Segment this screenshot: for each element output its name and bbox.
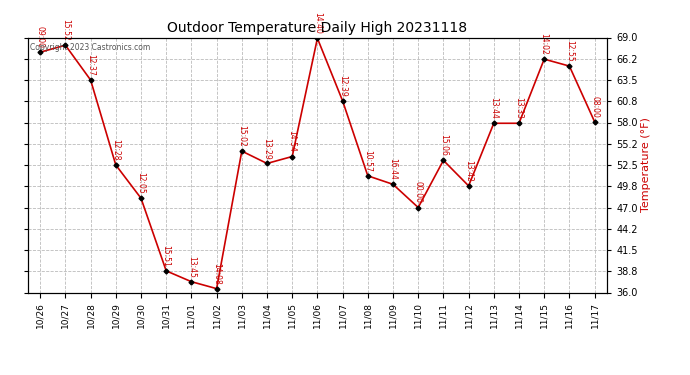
Text: 14:02: 14:02 [540, 33, 549, 55]
Text: 14:08: 14:08 [212, 263, 221, 285]
Text: 12:55: 12:55 [565, 40, 574, 62]
Title: Outdoor Temperature Daily High 20231118: Outdoor Temperature Daily High 20231118 [168, 21, 467, 35]
Text: 12:05: 12:05 [137, 172, 146, 194]
Text: 15:02: 15:02 [237, 125, 246, 147]
Text: 13:45: 13:45 [187, 256, 196, 278]
Text: 14:54: 14:54 [288, 130, 297, 152]
Text: 12:37: 12:37 [86, 54, 95, 76]
Text: 12:28: 12:28 [111, 140, 120, 161]
Text: 15:06: 15:06 [439, 134, 448, 156]
Text: 12:39: 12:39 [338, 75, 347, 97]
Text: 16:44: 16:44 [388, 158, 397, 180]
Text: Copyright 2023 Castronics.com: Copyright 2023 Castronics.com [30, 43, 150, 52]
Text: 14:40: 14:40 [313, 12, 322, 34]
Text: 00:00: 00:00 [414, 182, 423, 203]
Text: 08:00: 08:00 [590, 96, 599, 117]
Text: 13:29: 13:29 [262, 138, 271, 159]
Text: 15:51: 15:51 [161, 245, 170, 267]
Y-axis label: Temperature (°F): Temperature (°F) [641, 118, 651, 212]
Text: 13:44: 13:44 [489, 97, 498, 119]
Text: 15:52: 15:52 [61, 19, 70, 41]
Text: 13:42: 13:42 [464, 160, 473, 182]
Text: 09:00: 09:00 [36, 26, 45, 48]
Text: 13:33: 13:33 [515, 97, 524, 119]
Text: 10:57: 10:57 [364, 150, 373, 172]
